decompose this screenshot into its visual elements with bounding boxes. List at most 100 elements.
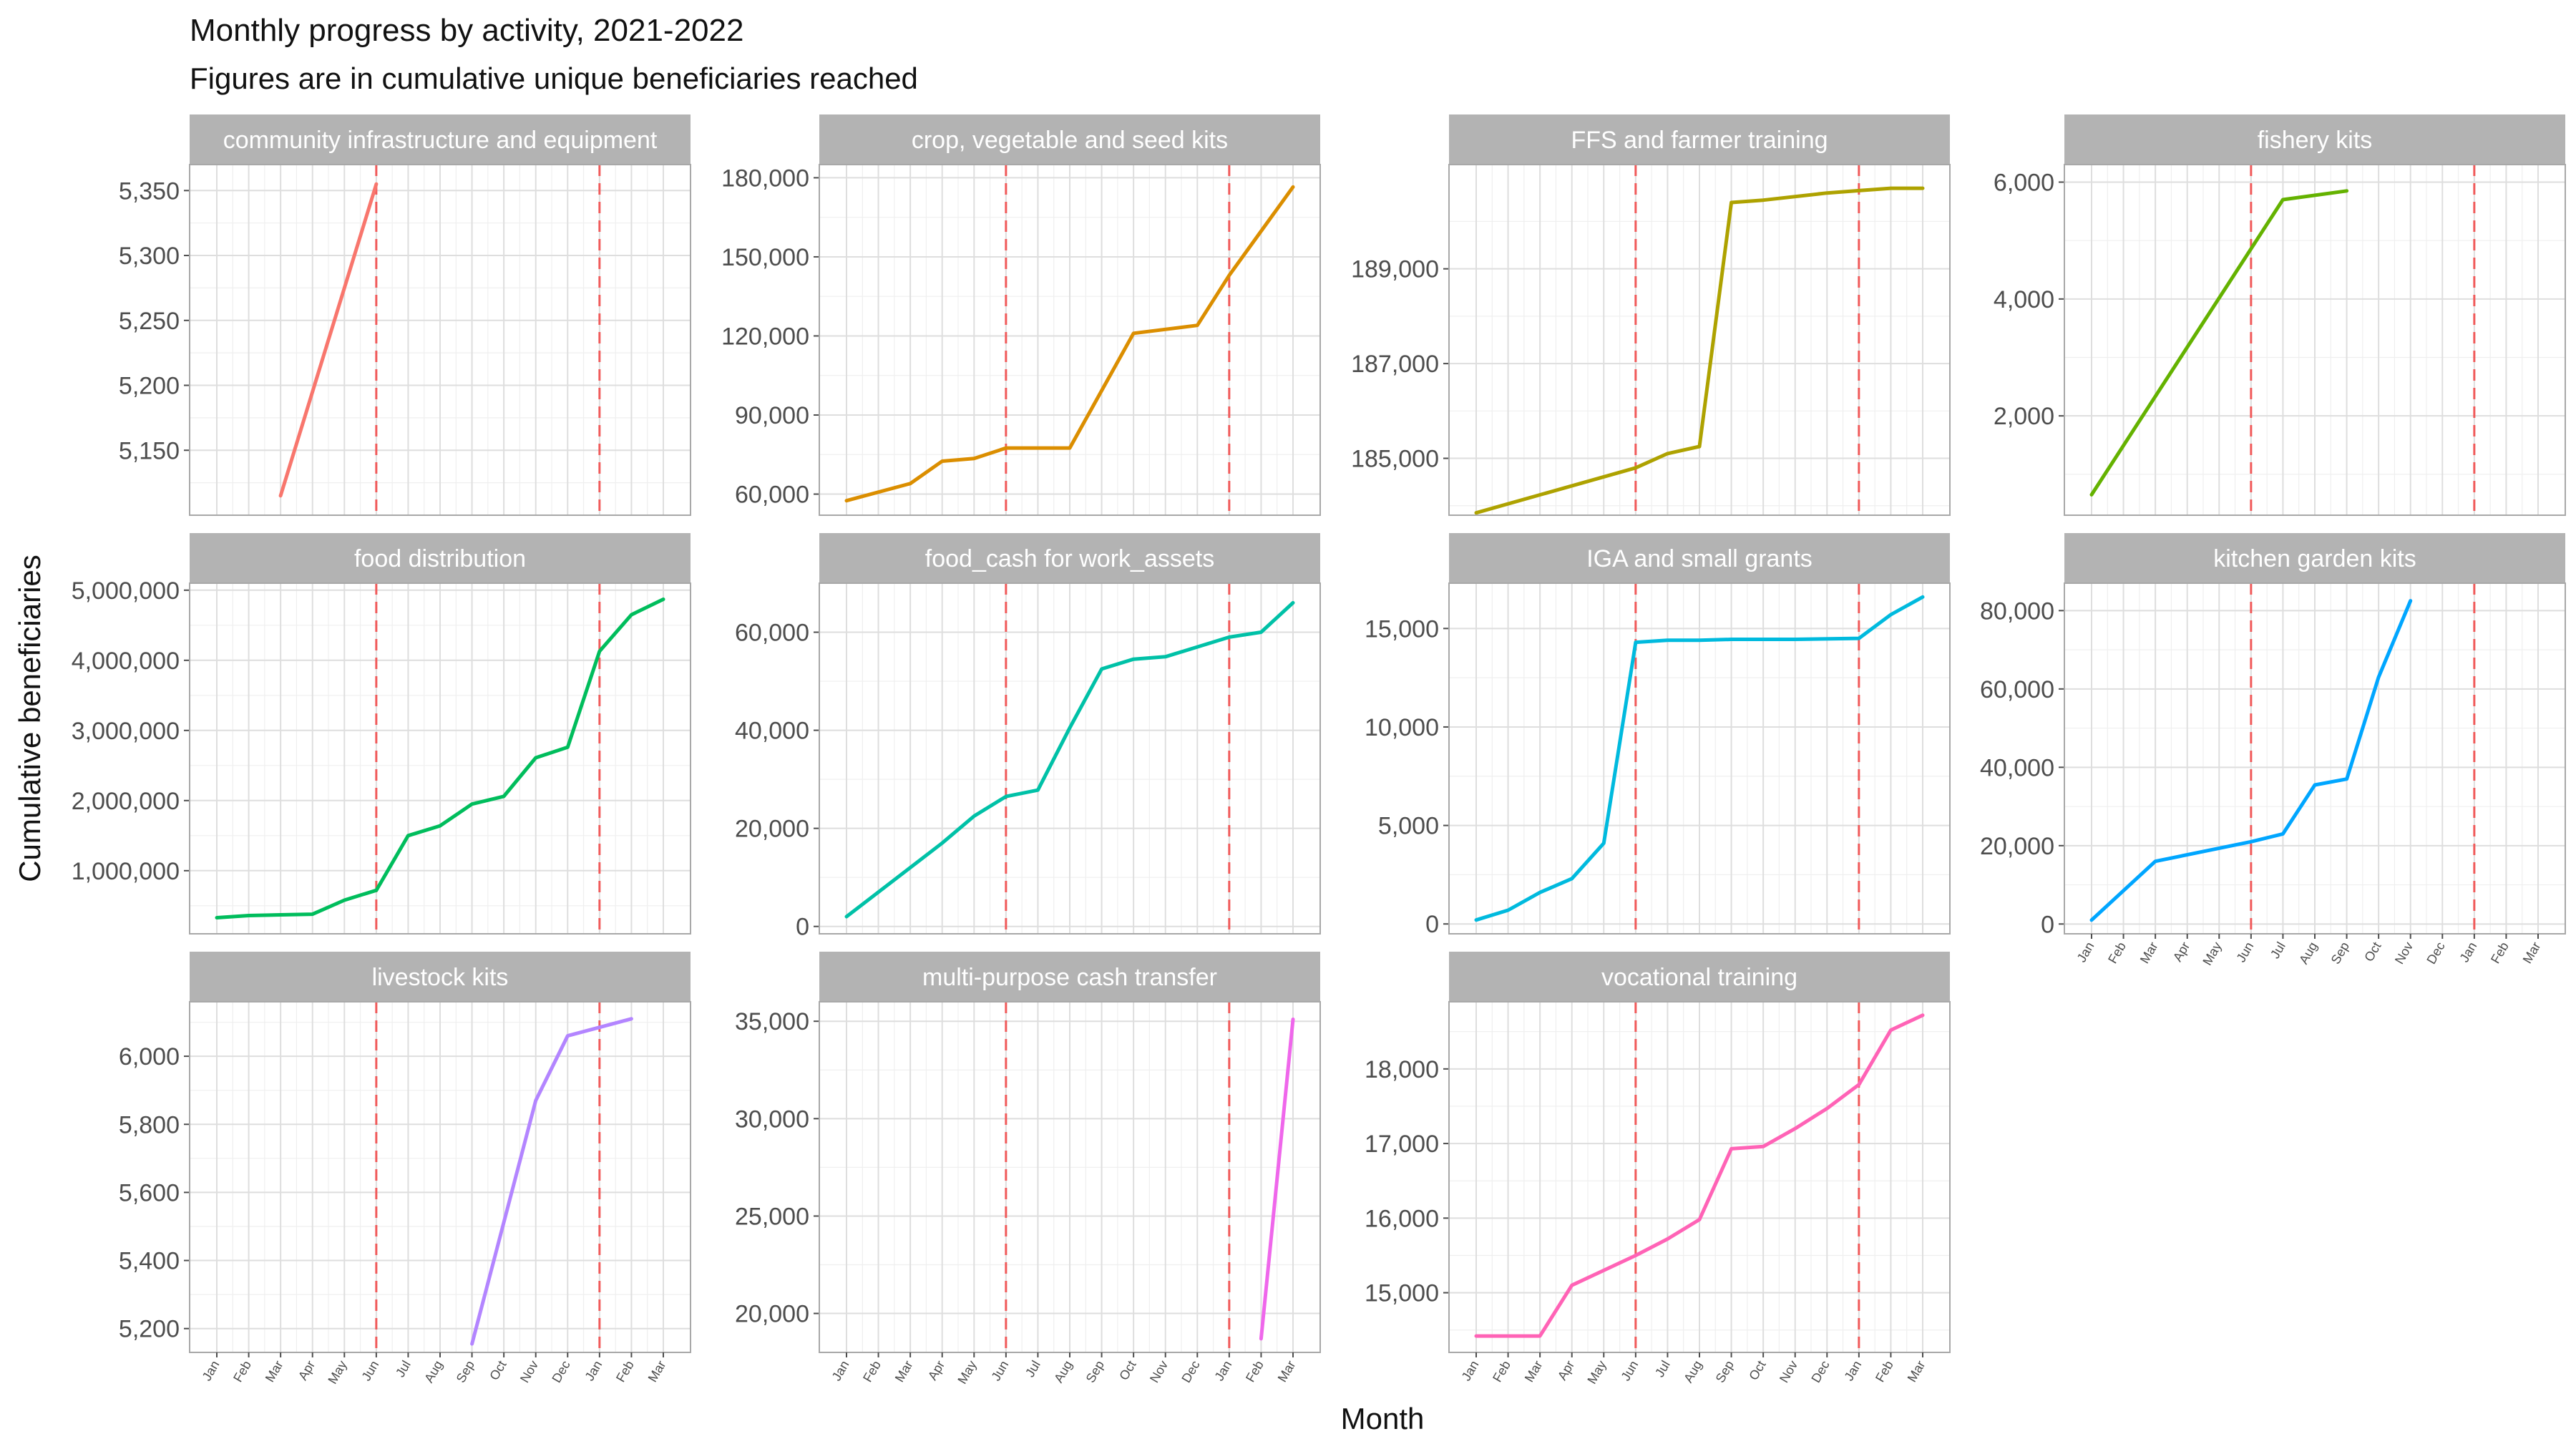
x-tick-label: Mar [1275,1358,1299,1385]
x-tick-label: Jan [1211,1358,1234,1383]
facet-label: food distribution [354,545,526,572]
series-line [1474,186,1925,515]
y-tick-label: 187,000 [1351,351,1439,378]
x-tick-label: Nov [517,1358,541,1385]
x-tick-label: Jun [358,1358,381,1383]
x-tick-label: Jan [1841,1358,1864,1383]
facet-label: fishery kits [2258,127,2373,154]
x-tick-label: May [955,1358,979,1386]
facet-panel: vocational training 15,000 16,000 17,000 18,… [1365,952,1951,1386]
y-tick-label: 0 [796,914,809,941]
x-tick-label: Jan [829,1358,852,1383]
x-axis-title: Month [1341,1402,1425,1435]
facet-label: crop, vegetable and seed kits [912,127,1228,154]
x-tick-label: Mar [263,1358,286,1385]
x-tick-label: Sep [454,1358,477,1385]
x-tick-label: May [1584,1358,1609,1386]
x-tick-label: Jan [2074,940,2097,965]
facet-panel: crop, vegetable and seed kits 60,000 90,00… [721,114,1321,516]
series-line [1259,1018,1295,1341]
facet-panel: community infrastructure and equipment 5,… [119,114,691,516]
y-tick-label: 2,000,000 [72,788,180,815]
facet-label: IGA and small grants [1586,545,1813,572]
facet-label: FFS and farmer training [1571,127,1828,154]
y-tick-label: 16,000 [1365,1205,1439,1232]
x-tick-label: Jun [1618,1358,1641,1383]
x-tick-label: Sep [1083,1358,1107,1385]
facet-label: vocational training [1601,964,1797,991]
x-tick-label: Feb [2105,940,2129,966]
y-tick-label: 180,000 [721,165,809,192]
y-tick-label: 60,000 [735,620,809,647]
x-tick-label: Jul [2268,940,2288,961]
y-tick-label: 90,000 [735,402,809,429]
y-tick-label: 5,600 [119,1179,180,1206]
x-tick-label: Apr [1555,1358,1577,1382]
facet-panel: kitchen garden kits 0 20,000 40,000 60,000 80… [1980,533,2566,967]
facet-strip [819,952,1320,1002]
x-tick-label: Mar [2520,940,2544,966]
y-tick-label: 0 [1425,911,1439,938]
y-tick-label: 4,000 [1994,286,2054,313]
facet-panel: food_cash for work_assets 0 20,000 40,000 60… [735,533,1321,941]
facet-strip [1449,533,1950,583]
x-tick-label: Apr [296,1358,318,1382]
series-line [844,185,1295,503]
y-tick-label: 10,000 [1365,714,1439,741]
x-tick-label: Aug [1051,1358,1075,1385]
x-tick-label: Sep [1713,1358,1737,1385]
facet-strip [2064,114,2565,165]
y-tick-label: 25,000 [735,1203,809,1230]
y-tick-label: 189,000 [1351,256,1439,283]
x-tick-label: Mar [1522,1358,1546,1385]
x-tick-label: Nov [1777,1358,1800,1385]
x-tick-label: Feb [230,1358,254,1385]
y-tick-label: 20,000 [735,816,809,843]
x-tick-label: Sep [2328,940,2352,967]
facet-label: food_cash for work_assets [925,545,1214,572]
panel-frame [189,164,691,516]
panel-frame [1448,582,1951,935]
facet-strip [819,533,1320,583]
y-tick-label: 5,250 [119,308,180,335]
y-tick-label: 18,000 [1365,1056,1439,1083]
chart-title: Monthly progress by activity, 2021-2022 [190,13,743,48]
x-tick-label: Aug [421,1358,445,1385]
y-tick-label: 5,000 [1378,813,1439,840]
y-tick-label: 40,000 [735,718,809,745]
x-tick-label: Jun [2233,940,2256,965]
facet-strip [190,952,691,1002]
y-tick-label: 15,000 [1365,1280,1439,1307]
facet-strip [2064,533,2565,583]
facet-strip [190,533,691,583]
y-tick-label: 0 [2041,911,2054,938]
y-tick-label: 6,000 [1994,170,2054,197]
facet-panels: community infrastructure and equipment 5,… [72,114,2566,1386]
facet-label: kitchen garden kits [2213,545,2416,572]
x-tick-label: Nov [2392,940,2416,967]
facet-strip [1449,114,1950,165]
x-tick-label: Aug [2296,940,2320,967]
panel-frame [819,582,1321,935]
x-tick-label: Nov [1147,1358,1171,1385]
x-tick-label: Feb [1490,1358,1513,1385]
x-tick-label: Feb [1243,1358,1267,1385]
y-tick-label: 3,000,000 [72,718,180,745]
y-tick-label: 40,000 [1980,754,2054,781]
y-tick-label: 120,000 [721,323,809,350]
facet-panel: fishery kits 2,000 4,000 6,000 [1994,114,2566,516]
x-tick-label: Jun [988,1358,1011,1383]
x-tick-label: Jul [1023,1358,1043,1380]
y-tick-label: 5,350 [119,177,180,205]
series-line [2089,599,2413,922]
x-tick-label: Feb [613,1358,637,1385]
x-tick-label: Oct [2361,940,2384,964]
x-tick-label: Mar [1905,1358,1928,1385]
y-tick-label: 15,000 [1365,615,1439,643]
facet-panel: multi-purpose cash transfer 20,000 25,000 3… [735,952,1321,1386]
y-tick-label: 5,300 [119,243,180,270]
y-tick-label: 20,000 [735,1301,809,1328]
x-tick-label: Jan [200,1358,223,1383]
facet-strip [1449,952,1950,1002]
